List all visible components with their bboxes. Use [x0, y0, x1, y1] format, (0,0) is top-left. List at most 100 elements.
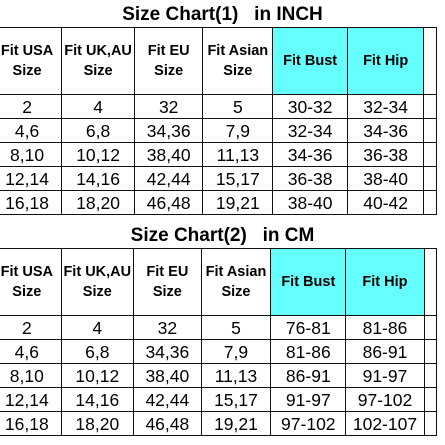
cell-bust: 30-32: [272, 94, 348, 119]
table-row: 8,10 10,12 38,40 11,13 34-36 36-38: [0, 142, 437, 167]
cell-hip: 81-86: [345, 315, 425, 340]
cell-hip: 97-102: [345, 387, 425, 412]
cell-uk-au-size: 10,12: [60, 363, 134, 388]
cell-usa-size: 12,14: [0, 387, 62, 412]
cell-usa-size: 2: [0, 94, 63, 119]
cell-uk-au-size: 14,16: [61, 166, 136, 191]
table-row: 2 4 32 5 76-81 81-86: [0, 315, 438, 340]
cell-usa-size: 16,18: [0, 411, 62, 436]
cell-asian-size: 15,17: [202, 166, 274, 191]
cell-asian-size: 5: [202, 94, 274, 119]
cell-eu-size: 42,44: [132, 387, 202, 412]
cell-bust: 38-40: [272, 190, 348, 215]
cell-hip: 38-40: [346, 166, 425, 191]
cell-asian-size: 11,13: [202, 142, 274, 167]
header-uk-au-size: Fit UK,AU Size: [61, 27, 136, 95]
table-row: 12,14 14,16 42,44 15,17 36-38 38-40: [0, 166, 437, 191]
cell-uk-au-size: 4: [61, 94, 136, 119]
header-hip: Fit Hip: [346, 27, 425, 95]
cell-hip: 91-97: [345, 363, 425, 388]
header-hip: Fit Hip: [345, 248, 425, 316]
extra-cell: [423, 118, 437, 143]
table-row: 4,6 6,8 34,36 7,9 81-86 86-91: [0, 339, 438, 364]
cell-usa-size: 4,6: [0, 118, 63, 143]
size-chart-inch-table: Fit USA Size Fit UK,AU Size Fit EU Size Fit…: [0, 27, 437, 215]
header-usa-size: Fit USA Size: [0, 248, 62, 316]
cell-eu-size: 34,36: [134, 118, 204, 143]
table-row: 2 4 32 5 30-32 32-34: [0, 94, 437, 119]
header-usa-size: Fit USA Size: [0, 27, 63, 95]
cell-eu-size: 46,48: [132, 411, 202, 436]
cell-asian-size: 7,9: [202, 118, 274, 143]
cell-bust: 32-34: [272, 118, 348, 143]
cell-asian-size: 11,13: [200, 363, 272, 388]
extra-cell: [423, 94, 437, 119]
extra-cell: [423, 387, 438, 412]
cell-bust: 34-36: [272, 142, 348, 167]
header-row: Fit USA Size Fit UK,AU Size Fit EU Size Fit…: [0, 248, 438, 316]
header-extra-cell: [423, 248, 438, 316]
cell-asian-size: 19,21: [202, 190, 274, 215]
cell-eu-size: 32: [132, 315, 202, 340]
header-bust: Fit Bust: [272, 27, 348, 95]
cell-uk-au-size: 6,8: [61, 118, 136, 143]
extra-cell: [423, 142, 437, 167]
table-row: 16,18 18,20 46,48 19,21 97-102 102-107: [0, 411, 438, 436]
table-row: 4,6 6,8 34,36 7,9 32-34 34-36: [0, 118, 437, 143]
cell-uk-au-size: 4: [60, 315, 134, 340]
size-chart-cm-title: Size Chart(2) in CM: [130, 225, 315, 246]
cell-hip: 86-91: [345, 339, 425, 364]
cell-bust: 97-102: [270, 411, 347, 436]
extra-cell: [423, 363, 438, 388]
cell-bust: 36-38: [272, 166, 348, 191]
cell-uk-au-size: 14,16: [60, 387, 134, 412]
cell-eu-size: 38,40: [134, 142, 204, 167]
header-eu-size: Fit EU Size: [132, 248, 202, 316]
header-row: Fit USA Size Fit UK,AU Size Fit EU Size Fit…: [0, 27, 437, 95]
extra-cell: [423, 315, 438, 340]
cell-bust: 76-81: [270, 315, 347, 340]
extra-cell: [423, 166, 437, 191]
cell-uk-au-size: 10,12: [61, 142, 136, 167]
cell-usa-size: 4,6: [0, 339, 62, 364]
size-chart-cm-table: Fit USA Size Fit UK,AU Size Fit EU Size Fit…: [0, 248, 438, 436]
cell-eu-size: 42,44: [134, 166, 204, 191]
header-asian-size: Fit Asian Size: [202, 27, 274, 95]
cell-eu-size: 32: [134, 94, 204, 119]
cell-usa-size: 16,18: [0, 190, 63, 215]
cell-eu-size: 34,36: [132, 339, 202, 364]
cell-hip: 40-42: [346, 190, 425, 215]
table-row: 8,10 10,12 38,40 11,13 86-91 91-97: [0, 363, 438, 388]
cell-usa-size: 12,14: [0, 166, 63, 191]
cell-eu-size: 46,48: [134, 190, 204, 215]
cell-asian-size: 19,21: [200, 411, 272, 436]
cell-usa-size: 2: [0, 315, 62, 340]
table-row: 16,18 18,20 46,48 19,21 38-40 40-42: [0, 190, 437, 215]
extra-cell: [423, 411, 438, 436]
cell-eu-size: 38,40: [132, 363, 202, 388]
extra-cell: [423, 190, 437, 215]
cell-usa-size: 8,10: [0, 142, 63, 167]
header-eu-size: Fit EU Size: [134, 27, 204, 95]
size-chart-inch-title: Size Chart(1) in INCH: [122, 4, 323, 25]
cell-hip: 102-107: [345, 411, 425, 436]
cell-hip: 32-34: [346, 94, 425, 119]
header-bust: Fit Bust: [270, 248, 347, 316]
cell-hip: 34-36: [346, 118, 425, 143]
extra-cell: [423, 339, 438, 364]
header-extra-cell: [423, 27, 437, 95]
cell-asian-size: 7,9: [200, 339, 272, 364]
cell-hip: 36-38: [346, 142, 425, 167]
header-uk-au-size: Fit UK,AU Size: [60, 248, 134, 316]
cell-asian-size: 5: [200, 315, 272, 340]
cell-asian-size: 15,17: [200, 387, 272, 412]
cell-uk-au-size: 18,20: [61, 190, 136, 215]
table-row: 12,14 14,16 42,44 15,17 91-97 97-102: [0, 387, 438, 412]
cell-uk-au-size: 6,8: [60, 339, 134, 364]
cell-bust: 86-91: [270, 363, 347, 388]
header-asian-size: Fit Asian Size: [200, 248, 272, 316]
cell-usa-size: 8,10: [0, 363, 62, 388]
cell-bust: 81-86: [270, 339, 347, 364]
cell-bust: 91-97: [270, 387, 347, 412]
cell-uk-au-size: 18,20: [60, 411, 134, 436]
